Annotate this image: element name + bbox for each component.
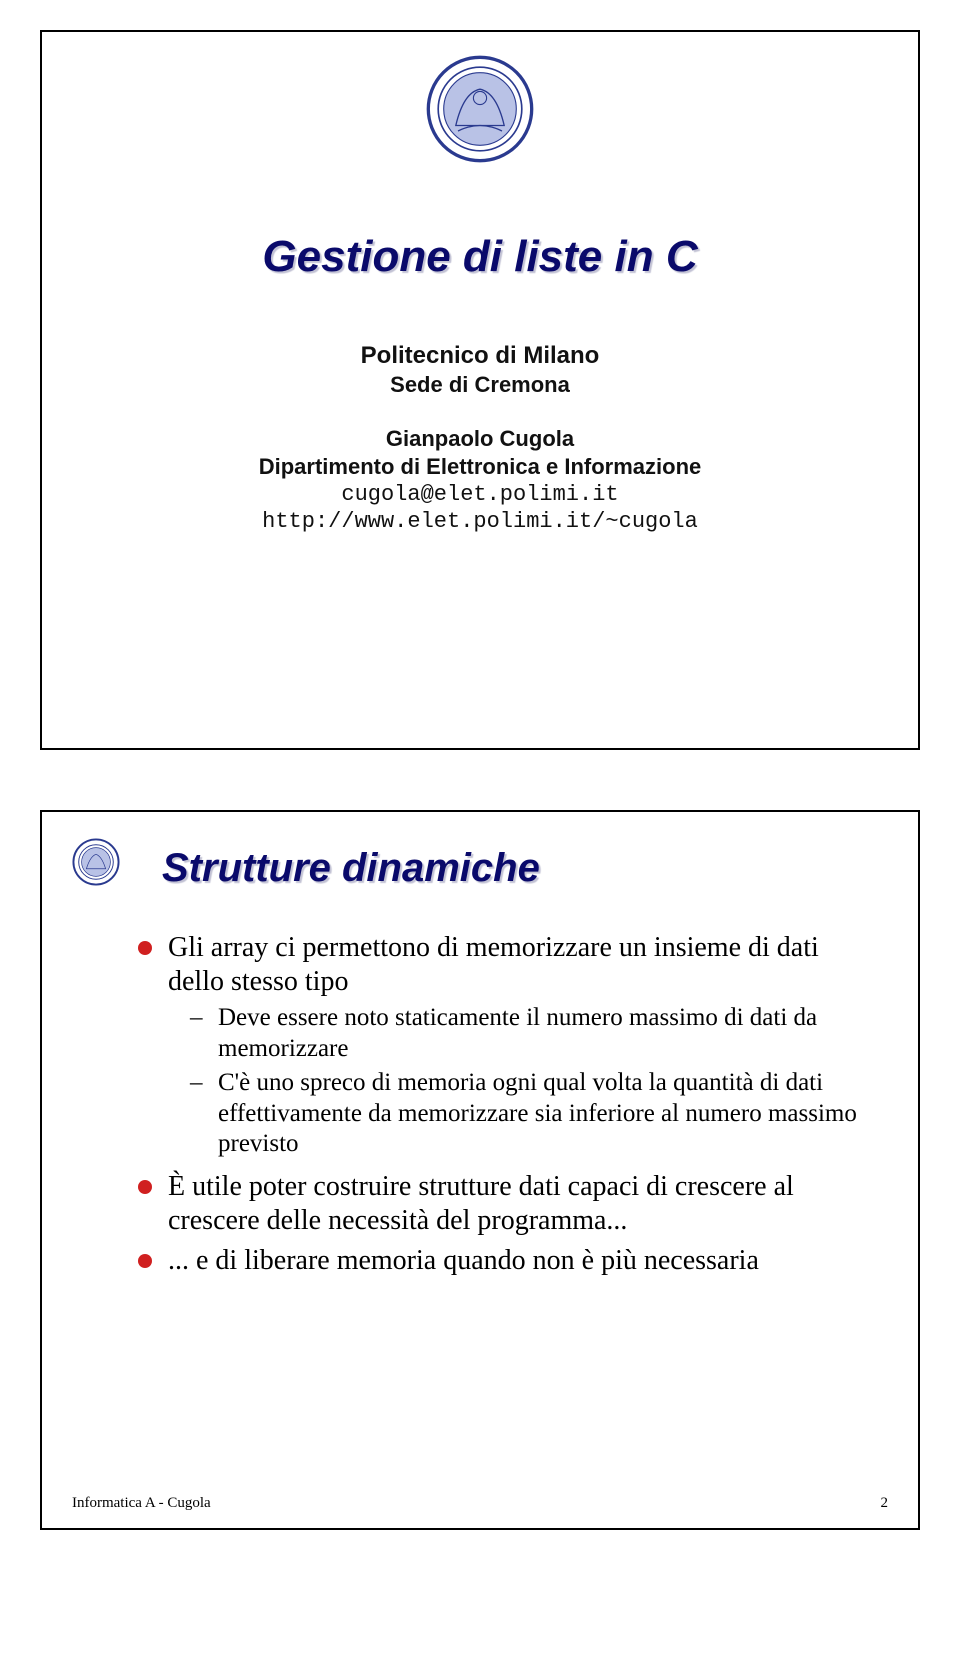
list-item: È utile poter costruire strutture dati c… [132, 1170, 868, 1238]
page-number: 2 [881, 1495, 889, 1512]
slide-title: Gestione di liste in C [82, 232, 878, 282]
bullet-list: Gli array ci permettono di memorizzare u… [132, 931, 868, 1278]
slide-1: Gestione di liste in C Politecnico di Mi… [40, 30, 920, 750]
email-text: cugola@elet.polimi.it [82, 482, 878, 507]
url-text: http://www.elet.polimi.it/~cugola [82, 509, 878, 534]
slide-2: Strutture dinamiche Gli array ci permett… [40, 810, 920, 1530]
list-item: C'è uno spreco di memoria ogni qual volt… [190, 1068, 868, 1160]
sub-list: Deve essere noto staticamente il numero … [190, 1003, 868, 1160]
footer-left-text: Informatica A - Cugola [72, 1495, 211, 1511]
list-item: ... e di liberare memoria quando non è p… [132, 1244, 868, 1278]
department-label: Dipartimento di Elettronica e Informazio… [82, 454, 878, 480]
polimi-seal-icon [425, 54, 535, 169]
bullet-text: Gli array ci permettono di memorizzare u… [168, 932, 819, 997]
list-item: Deve essere noto staticamente il numero … [190, 1003, 868, 1064]
campus-label: Sede di Cremona [82, 372, 878, 398]
bullet-text: È utile poter costruire strutture dati c… [168, 1171, 794, 1236]
slide-footer: Informatica A - Cugola 2 [72, 1495, 888, 1512]
title-subblock: Politecnico di Milano Sede di Cremona Gi… [82, 342, 878, 534]
slide-title: Strutture dinamiche [162, 846, 878, 891]
list-item: Gli array ci permettono di memorizzare u… [132, 931, 868, 1160]
polimi-seal-icon [72, 838, 120, 891]
institution-label: Politecnico di Milano [82, 342, 878, 370]
bullet-text: ... e di liberare memoria quando non è p… [168, 1245, 759, 1276]
author-label: Gianpaolo Cugola [82, 426, 878, 452]
